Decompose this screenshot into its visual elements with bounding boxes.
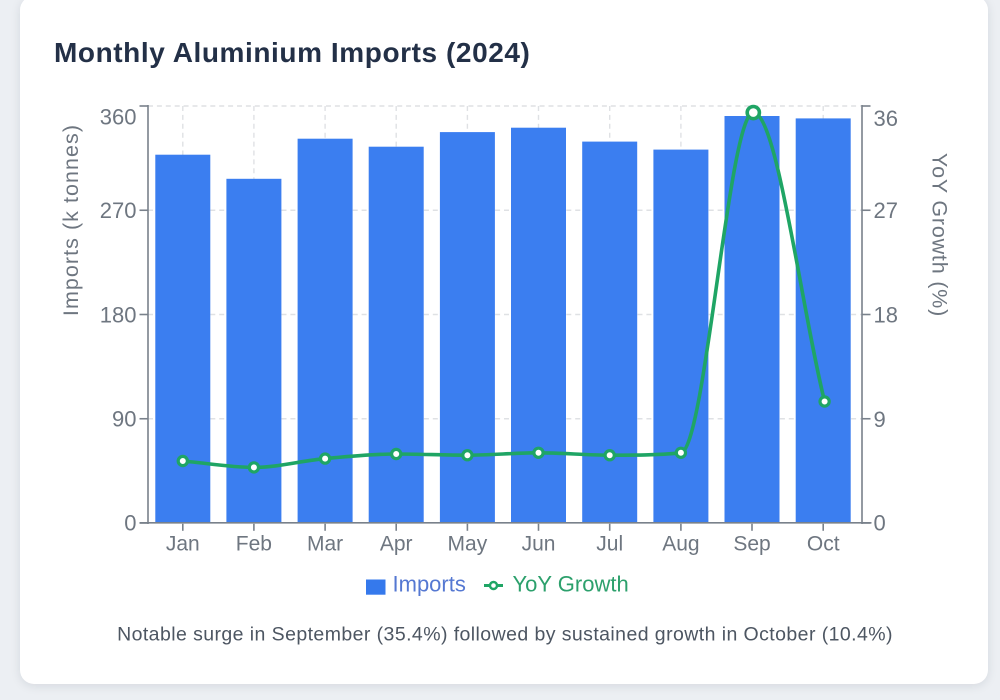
svg-text:Oct: Oct — [807, 533, 840, 556]
svg-text:18: 18 — [874, 303, 898, 328]
svg-text:Imports: Imports — [393, 572, 466, 597]
svg-text:Jan: Jan — [166, 533, 200, 556]
svg-text:Monthly Aluminium Imports (202: Monthly Aluminium Imports (2024) — [54, 37, 530, 68]
svg-text:YoY Growth (%): YoY Growth (%) — [928, 153, 952, 317]
svg-text:90: 90 — [112, 407, 136, 432]
svg-text:Mar: Mar — [307, 533, 343, 556]
svg-text:Feb: Feb — [236, 533, 272, 556]
svg-text:Jul: Jul — [596, 533, 623, 556]
svg-text:27: 27 — [874, 198, 898, 223]
svg-text:360: 360 — [100, 105, 137, 130]
svg-text:Notable surge in September (35: Notable surge in September (35.4%) follo… — [117, 624, 893, 646]
svg-text:Apr: Apr — [380, 533, 413, 556]
svg-text:Aug: Aug — [662, 533, 699, 556]
svg-text:270: 270 — [100, 198, 137, 223]
svg-text:YoY Growth: YoY Growth — [513, 572, 629, 597]
svg-text:May: May — [448, 533, 488, 556]
svg-text:Imports (k tonnes): Imports (k tonnes) — [59, 124, 83, 316]
svg-text:Jun: Jun — [522, 533, 556, 556]
svg-text:180: 180 — [100, 303, 137, 328]
svg-text:Sep: Sep — [733, 533, 770, 556]
svg-text:0: 0 — [874, 511, 886, 536]
svg-text:0: 0 — [124, 511, 136, 536]
svg-text:36: 36 — [874, 106, 898, 131]
svg-text:9: 9 — [874, 407, 886, 432]
